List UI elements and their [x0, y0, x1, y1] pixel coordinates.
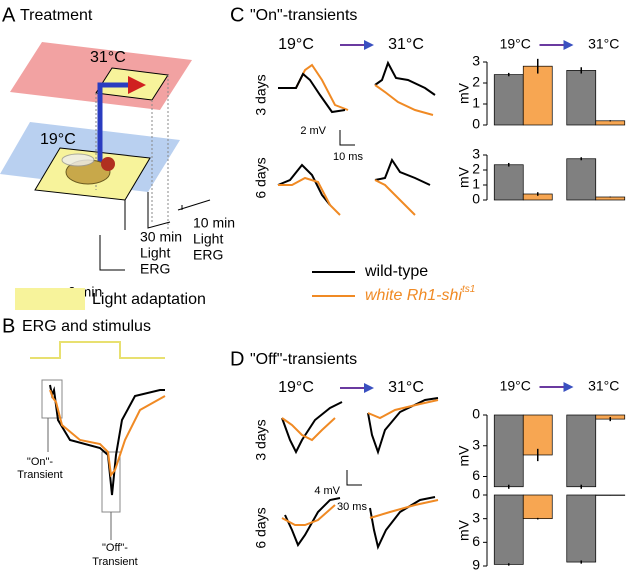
scale-label: 30 ms	[337, 501, 367, 513]
bar	[566, 494, 597, 563]
y-tick-label: 3	[472, 436, 480, 452]
y-axis-label: mV	[456, 82, 472, 104]
y-tick-label: 2	[472, 74, 480, 90]
panel-letter: B	[2, 315, 15, 337]
bar	[522, 65, 553, 126]
y-tick-label: 3	[472, 146, 480, 162]
row-label: 6 days	[253, 507, 269, 548]
y-axis-label: mV	[456, 519, 472, 541]
time-label: ERG	[193, 247, 223, 263]
legend-text: white Rh1-shits1	[365, 284, 475, 305]
bar	[566, 158, 597, 201]
category-label: 31°C	[588, 36, 619, 52]
panel-title: "Off"-transients	[250, 351, 357, 368]
panel-title: Treatment	[20, 7, 93, 24]
bar	[493, 74, 524, 126]
y-tick-label: 6	[472, 533, 480, 549]
arrow-head	[563, 40, 574, 50]
temp-label: 19°C	[40, 131, 76, 148]
row-label: 3 days	[253, 419, 269, 460]
y-tick-label: 0	[472, 116, 480, 132]
row-label: 3 days	[253, 74, 269, 115]
light-swatch	[15, 288, 85, 310]
bar	[566, 70, 597, 126]
erg-trace	[49, 389, 166, 478]
y-axis-label: mV	[456, 166, 472, 188]
temp-label: 31°C	[388, 36, 424, 53]
scale-label: 2 mV	[300, 125, 326, 137]
on-label: "On"-	[27, 456, 53, 468]
panel-title: ERG and stimulus	[22, 318, 151, 335]
panel-letter: A	[2, 4, 16, 26]
bar	[493, 164, 524, 201]
y-tick-label: 1	[472, 95, 480, 111]
bar	[522, 414, 553, 456]
legend-sup: ts1	[462, 284, 475, 295]
y-tick-label: 3	[472, 509, 480, 525]
light-legend: Light adaptation	[92, 291, 206, 308]
scale-label: 10 ms	[333, 151, 363, 163]
category-label: 31°C	[588, 378, 619, 394]
y-tick-label: 1	[472, 176, 480, 192]
panel-letter: C	[230, 4, 244, 26]
y-tick-label: 0	[472, 406, 480, 422]
bar	[566, 414, 597, 488]
off-label: "Off"-	[102, 542, 128, 554]
time-label: 10 min	[193, 215, 235, 231]
temp-label: 19°C	[278, 379, 314, 396]
legend-text: wild-type	[364, 263, 428, 280]
bar	[493, 414, 524, 488]
panel-title: "On"-transients	[250, 7, 357, 24]
bar	[522, 494, 553, 520]
temp-label: 19°C	[278, 36, 314, 53]
treatment-diagram	[0, 42, 211, 271]
y-tick-label: 0	[472, 191, 480, 207]
scale-label: 4 mV	[314, 485, 340, 497]
y-tick-label: 0	[472, 486, 480, 502]
stimulus	[30, 341, 165, 359]
y-tick-label: 3	[472, 53, 480, 69]
y-tick-label: 6	[472, 467, 480, 483]
category-label: 19°C	[500, 36, 531, 52]
erg-trace	[49, 384, 165, 496]
on-box	[41, 379, 63, 419]
arrow-head	[563, 382, 574, 392]
time-label: 30 min	[140, 229, 182, 245]
off-label: Transient	[92, 556, 137, 568]
time-label: Light	[140, 245, 170, 261]
y-tick-label: 2	[472, 161, 480, 177]
temp-label: 31°C	[90, 49, 126, 66]
time-label: ERG	[140, 261, 170, 277]
row-label: 6 days	[253, 157, 269, 198]
legend-name: white Rh1-shi	[365, 287, 462, 304]
temp-label: 31°C	[388, 379, 424, 396]
panel-letter: D	[230, 348, 244, 370]
time-label: Light	[193, 231, 223, 247]
y-tick-label: 9	[472, 557, 480, 571]
y-axis-label: mV	[456, 445, 472, 467]
bar	[493, 494, 524, 565]
category-label: 19°C	[500, 378, 531, 394]
on-label: Transient	[17, 469, 62, 481]
